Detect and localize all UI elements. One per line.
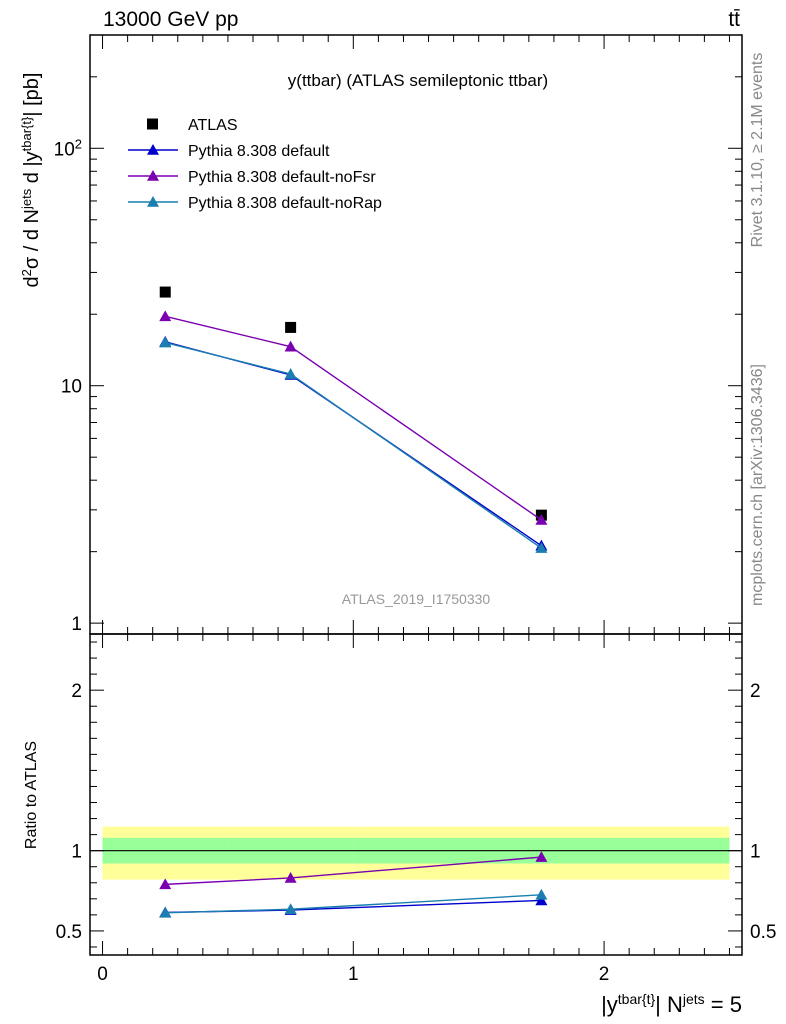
header-right: tt̄ xyxy=(728,8,740,31)
header-left: 13000 GeV pp xyxy=(103,8,238,31)
watermark: ATLAS_2019_I1750330 xyxy=(342,591,491,607)
main-y-tick-label: 102 xyxy=(54,136,82,161)
legend-label: Pythia 8.308 default xyxy=(188,143,330,160)
main-y-axis-label: d2σ / d Njets d |ytbar{t}| [pb] xyxy=(19,73,44,288)
legend-marker xyxy=(147,170,159,181)
series-point-3 xyxy=(535,542,548,553)
legend-marker xyxy=(147,196,159,207)
x-tick-label: 2 xyxy=(599,964,610,985)
ratio-data-layer xyxy=(159,851,548,918)
x-tick-label: 1 xyxy=(348,964,359,985)
legend-label: Pythia 8.308 default-noFsr xyxy=(188,169,376,186)
ratio-y-tick-label-right: 1 xyxy=(750,842,761,863)
ratio-axis-ticks: 0 1 2 0.5 0.5 1 1 2 2 xyxy=(56,634,776,985)
atlas-data-point xyxy=(285,321,297,333)
series-point-2 xyxy=(284,340,297,352)
ratio-point-1 xyxy=(159,878,172,890)
series-point-3 xyxy=(284,368,297,379)
ratio-point-2 xyxy=(159,906,172,918)
ratio-point-1 xyxy=(284,871,297,883)
main-panel: 1 10 102 y(ttbar) (ATLAS semileptonic ttba… xyxy=(19,34,743,635)
x-tick-label: 0 xyxy=(97,964,108,985)
main-axis-ticks: 1 10 102 xyxy=(54,34,742,635)
ratio-point-0 xyxy=(535,894,548,906)
x-axis-label: |ytbar{t}| Njets = 5 xyxy=(601,991,742,1017)
ratio-point-2 xyxy=(284,903,297,915)
ratio-point-1 xyxy=(535,851,548,862)
legend-marker xyxy=(147,144,159,155)
legend-label: Pythia 8.308 default-noRap xyxy=(188,195,382,212)
ratio-line-2 xyxy=(165,894,542,914)
ratio-y-tick-label-right: 2 xyxy=(750,681,761,702)
atlas-data-point xyxy=(159,286,171,298)
legend-label: ATLAS xyxy=(188,117,238,134)
mcplots-label: mcplots.cern.ch [arXiv:1306.3436] xyxy=(749,364,766,606)
rivet-label: Rivet 3.1.10, ≥ 2.1M events xyxy=(749,53,766,248)
main-y-tick-label: 10 xyxy=(61,377,82,398)
ratio-y-tick-label: 2 xyxy=(71,681,82,702)
main-y-tick-label: 1 xyxy=(71,614,82,635)
ratio-panel: 0 1 2 0.5 0.5 1 1 2 2 Ratio to ATLAS |ytbar{t}| … xyxy=(23,633,776,1017)
ratio-bands xyxy=(90,826,742,880)
series-line-1 xyxy=(165,341,542,547)
main-data-layer xyxy=(159,286,548,553)
series-point-3 xyxy=(159,336,172,348)
series-line-3 xyxy=(165,341,542,549)
series-point-2 xyxy=(159,310,172,322)
main-title: y(ttbar) (ATLAS semileptonic ttbar) xyxy=(288,71,548,90)
ratio-y-tick-label-right: 0.5 xyxy=(750,922,776,943)
legend: ATLAS Pythia 8.308 default Pythia 8.308 de… xyxy=(128,117,382,212)
ratio-y-tick-label: 0.5 xyxy=(56,922,82,943)
ratio-frame xyxy=(89,633,743,956)
ratio-y-axis-label: Ratio to ATLAS xyxy=(23,741,40,849)
ratio-point-2 xyxy=(535,888,548,900)
ratio-y-tick-label: 1 xyxy=(71,842,82,863)
series-point-2 xyxy=(535,513,548,525)
legend-marker-atlas xyxy=(147,118,158,130)
